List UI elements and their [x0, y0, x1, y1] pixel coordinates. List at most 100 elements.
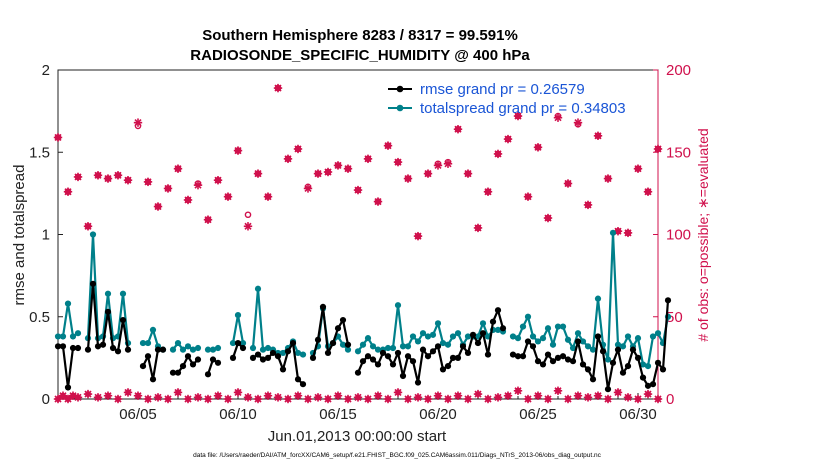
rmse-point: [144, 353, 152, 360]
obs-evaluated-point: [593, 131, 603, 140]
obs-evaluated-point: [93, 171, 103, 180]
rmse-point: [319, 303, 327, 310]
rmse-point: [449, 354, 457, 361]
totalspread-point: [514, 335, 522, 342]
x-axis-label: Jun.01,2013 00:00:00 start: [268, 428, 447, 445]
obs-evaluated-point: [163, 184, 173, 193]
rmse-point: [459, 343, 467, 350]
star-stroke: [574, 392, 582, 400]
obs-evaluated-point: [553, 113, 563, 122]
star-stroke: [174, 165, 182, 173]
totalspread-point: [179, 346, 187, 353]
rmse-point: [604, 386, 612, 393]
obs-evaluated-point: [113, 171, 123, 180]
totalspread-point: [89, 231, 97, 238]
obs-evaluated-point: [573, 118, 583, 127]
rmse-point: [229, 354, 237, 361]
y-axis-label: rmse and totalspread: [11, 165, 28, 306]
obs-evaluated-point: [323, 167, 333, 177]
totalspread-point: [524, 313, 532, 320]
obs-evaluated-point: [293, 144, 303, 154]
obs-evaluated-point: [243, 222, 253, 231]
star-stroke: [454, 392, 462, 400]
star-stroke: [284, 155, 292, 163]
rmse-point: [644, 382, 652, 389]
obs-low-evaluated-point: [213, 391, 223, 400]
y2-tick-label: 0: [666, 391, 674, 408]
star-stroke: [504, 392, 512, 400]
totalspread-point: [384, 344, 392, 352]
obs-evaluated-point: [453, 125, 463, 134]
obs-low-evaluated-point: [253, 394, 263, 404]
obs-low-evaluated-point: [133, 391, 143, 400]
star-stroke: [354, 186, 362, 194]
obs-evaluated-point: [223, 192, 233, 201]
rmse-point: [274, 353, 282, 360]
totalspread-point: [389, 344, 397, 352]
obs-low-evaluated-point: [513, 386, 523, 395]
totalspread-point: [559, 323, 567, 330]
x-tick-label: 06/15: [319, 406, 357, 423]
star-stroke: [234, 388, 242, 397]
star-stroke: [374, 198, 382, 206]
rmse-point: [174, 369, 182, 376]
rmse-point: [484, 351, 492, 358]
star-stroke: [394, 158, 402, 166]
rmse-point: [289, 339, 297, 347]
obs-low-evaluated-point: [543, 394, 553, 404]
obs-low-evaluated-point: [163, 394, 173, 404]
star-stroke: [504, 135, 512, 143]
rmse-point: [594, 333, 602, 340]
star-stroke: [154, 393, 162, 401]
obs-low-evaluated-point: [303, 394, 313, 404]
totalspread-point: [604, 356, 612, 363]
obs-evaluated-point: [73, 172, 83, 182]
totalspread-point: [634, 335, 642, 342]
obs-low-evaluated-point: [413, 393, 423, 402]
rmse-point: [589, 376, 597, 383]
star-stroke: [224, 395, 232, 403]
star-stroke: [364, 155, 372, 163]
obs-low-evaluated-point: [203, 394, 213, 404]
star-stroke: [274, 393, 282, 401]
star-stroke: [164, 395, 172, 403]
star-stroke: [334, 161, 342, 169]
obs-evaluated-point: [343, 164, 353, 173]
star-stroke: [544, 214, 552, 222]
totalspread-point: [294, 349, 302, 357]
star-stroke: [364, 395, 372, 403]
rmse-point: [649, 381, 657, 388]
rmse-point: [334, 325, 342, 332]
obs-evaluated-point: [303, 184, 313, 193]
star-stroke: [644, 390, 652, 398]
obs-evaluated-point: [353, 185, 363, 195]
obs-evaluated-point: [313, 169, 323, 178]
totalspread-point: [354, 348, 362, 355]
star-stroke: [614, 388, 622, 397]
obs-evaluated-point: [173, 164, 183, 173]
obs-low-evaluated-point: [403, 394, 413, 404]
obs-evaluated-point: [463, 169, 473, 178]
totalspread-point: [399, 343, 407, 350]
totalspread-point: [359, 341, 367, 348]
rmse-point: [409, 358, 417, 365]
y2-axis-label: # of obs: o=possible; ∗=evaluated: [695, 128, 711, 341]
star-stroke: [484, 395, 492, 403]
totalspread-point: [374, 346, 382, 353]
star-stroke: [404, 174, 412, 183]
star-stroke: [524, 193, 532, 201]
obs-evaluated-point: [283, 154, 293, 164]
rmse-point: [574, 338, 582, 345]
star-stroke: [554, 114, 562, 122]
obs-low-evaluated-point: [453, 391, 463, 400]
obs-low-evaluated-point: [423, 394, 433, 404]
rmse-point: [74, 344, 82, 352]
star-stroke: [564, 395, 572, 403]
obs-low-evaluated-point: [583, 393, 593, 402]
rmse-point: [469, 331, 477, 338]
star-stroke: [64, 395, 72, 403]
obs-low-evaluated-point: [563, 394, 573, 404]
totalspread-point: [364, 335, 372, 342]
rmse-point: [114, 348, 122, 355]
star-stroke: [114, 395, 122, 403]
